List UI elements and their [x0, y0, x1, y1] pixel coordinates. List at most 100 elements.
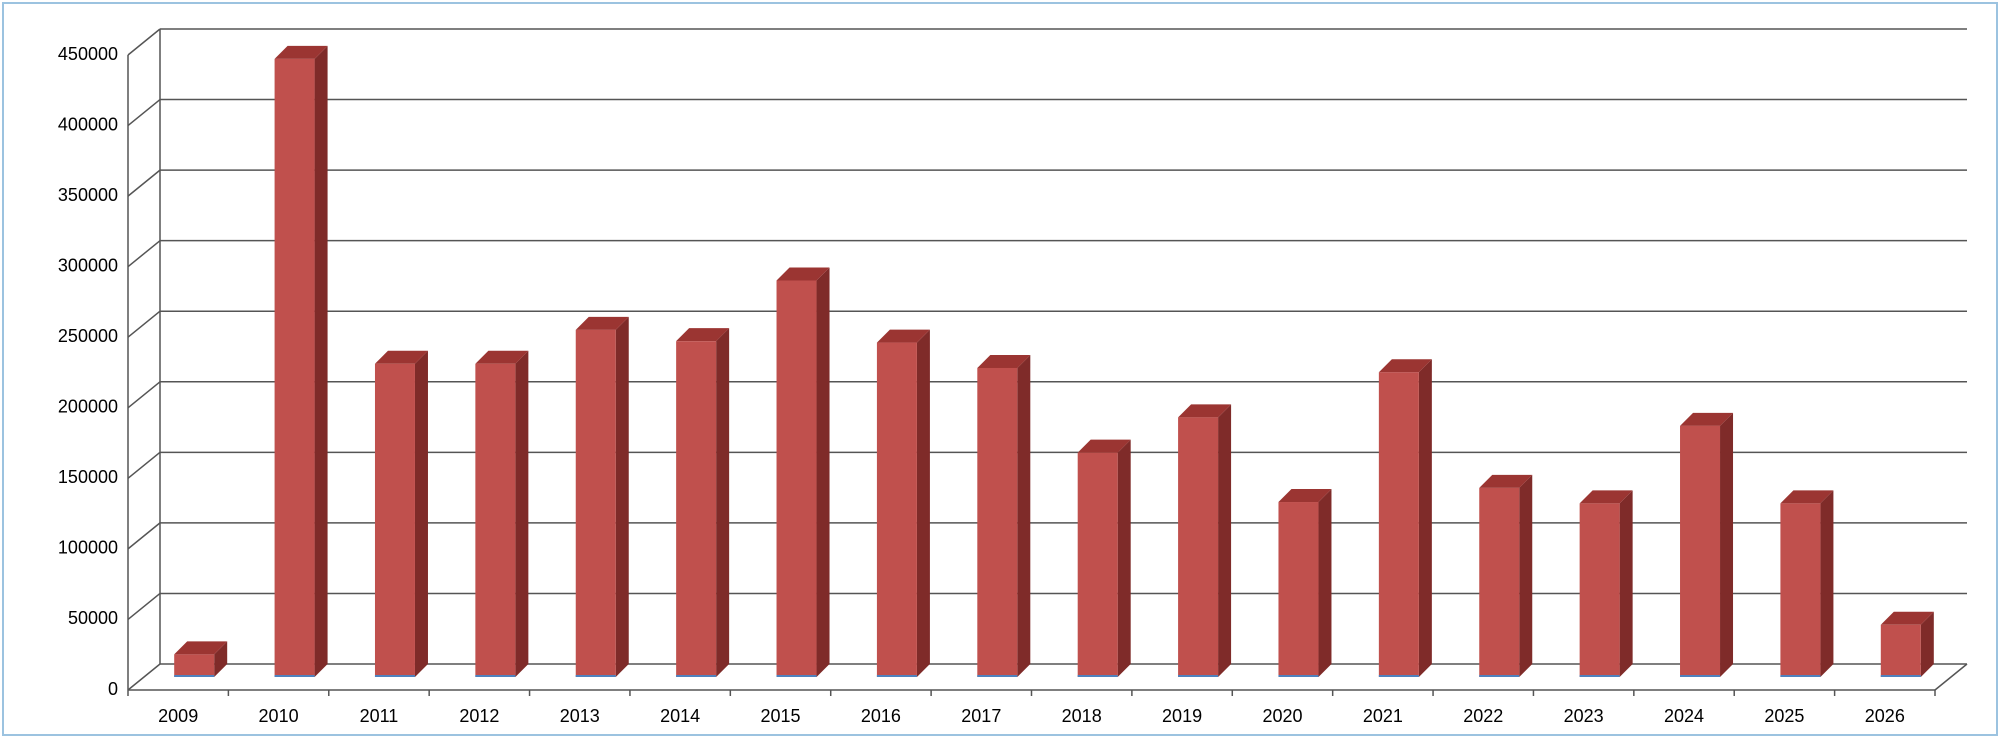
y-tick-label: 300000 — [58, 255, 118, 275]
grid-line — [127, 522, 161, 550]
bar-base — [575, 675, 616, 677]
x-tick-label: 2013 — [560, 706, 600, 726]
bar-side — [1920, 611, 1934, 677]
bar-base — [1780, 675, 1821, 677]
grid-line — [127, 240, 161, 268]
bar-base — [1479, 675, 1520, 677]
x-tick-label: 2018 — [1062, 706, 1102, 726]
bar-base — [676, 675, 717, 677]
bar-base — [876, 675, 917, 677]
floor-edge — [1934, 663, 1968, 691]
bar — [1178, 417, 1219, 677]
bar — [1680, 425, 1721, 677]
bar-base — [1880, 675, 1921, 677]
bar-top — [374, 350, 428, 364]
grid-line — [127, 310, 161, 338]
x-tick-label: 2015 — [761, 706, 801, 726]
bar-base — [1680, 675, 1721, 677]
bar — [1880, 624, 1921, 677]
y-tick-label: 50000 — [68, 608, 118, 628]
x-tick-label: 2014 — [660, 706, 700, 726]
bar-base — [1278, 675, 1319, 677]
bar-side — [1017, 354, 1031, 677]
bar-base — [1579, 675, 1620, 677]
bar-top — [1680, 412, 1734, 426]
bar — [174, 654, 215, 677]
x-tick-label: 2016 — [861, 706, 901, 726]
bar-side — [214, 641, 228, 677]
x-tick-label: 2011 — [360, 706, 399, 726]
grid-line — [127, 28, 161, 56]
bar-top — [1378, 359, 1432, 373]
bar-base — [1077, 675, 1118, 677]
bar — [1780, 503, 1821, 677]
grid-line — [127, 98, 161, 127]
bar — [776, 280, 817, 677]
bar-base — [374, 675, 415, 677]
bar-base — [174, 675, 215, 677]
bar-top — [274, 45, 328, 59]
grid-line — [127, 451, 161, 479]
bar-base — [1178, 675, 1219, 677]
bar-top — [876, 329, 930, 343]
bar-base — [1378, 675, 1419, 677]
x-tick-label: 2025 — [1764, 706, 1804, 726]
x-tick-label: 2019 — [1162, 706, 1202, 726]
bar-top — [1278, 489, 1332, 503]
bar-top — [1479, 474, 1533, 488]
bar-top — [676, 328, 730, 342]
bar-top — [475, 350, 529, 364]
bar — [475, 363, 516, 677]
bar-side — [1318, 489, 1332, 677]
x-tick-label: 2012 — [459, 706, 499, 726]
y-tick-label: 200000 — [58, 397, 118, 417]
grid-line — [127, 663, 161, 691]
y-tick-label: 350000 — [58, 185, 118, 205]
bar-top — [1077, 439, 1131, 453]
bar-top — [575, 316, 629, 330]
grid-line — [127, 592, 161, 621]
bar — [1278, 502, 1319, 677]
x-tick-label: 2022 — [1463, 706, 1503, 726]
bar-side — [816, 267, 830, 677]
bar — [676, 341, 717, 677]
grid-line — [127, 169, 161, 197]
y-tick-label: 450000 — [58, 44, 118, 64]
bar-side — [615, 316, 629, 677]
x-tick-label: 2026 — [1865, 706, 1905, 726]
y-tick-label: 250000 — [58, 326, 118, 346]
bar-top — [977, 354, 1031, 368]
bar-side — [916, 329, 930, 677]
bar-side — [1117, 439, 1131, 677]
bar-side — [716, 328, 730, 677]
y-tick-label: 0 — [108, 679, 118, 699]
bar-top — [1880, 611, 1934, 625]
grid-line — [127, 381, 161, 409]
bar — [374, 363, 415, 677]
y-tick-label: 150000 — [58, 467, 118, 487]
bar — [1479, 487, 1520, 677]
bar — [876, 342, 917, 677]
bar — [575, 329, 616, 677]
bar — [977, 367, 1018, 677]
bar-top — [1780, 490, 1834, 504]
bar-side — [1418, 359, 1432, 677]
bar-top — [1579, 490, 1633, 504]
bar-side — [1519, 474, 1533, 677]
chart-frame — [2, 2, 1998, 736]
bar — [1378, 372, 1419, 677]
x-tick-label: 2020 — [1262, 706, 1302, 726]
x-tick-label: 2017 — [961, 706, 1001, 726]
bar-side — [1218, 404, 1232, 677]
x-tick-label: 2023 — [1564, 706, 1604, 726]
bar-base — [274, 675, 315, 677]
bar-side — [1720, 412, 1734, 677]
y-tick-label: 100000 — [58, 538, 118, 558]
bar-side — [1820, 490, 1834, 677]
bar-base — [977, 675, 1018, 677]
x-tick-label: 2009 — [158, 706, 198, 726]
bar — [274, 58, 315, 677]
bar-base — [475, 675, 516, 677]
bar-side — [314, 45, 328, 677]
